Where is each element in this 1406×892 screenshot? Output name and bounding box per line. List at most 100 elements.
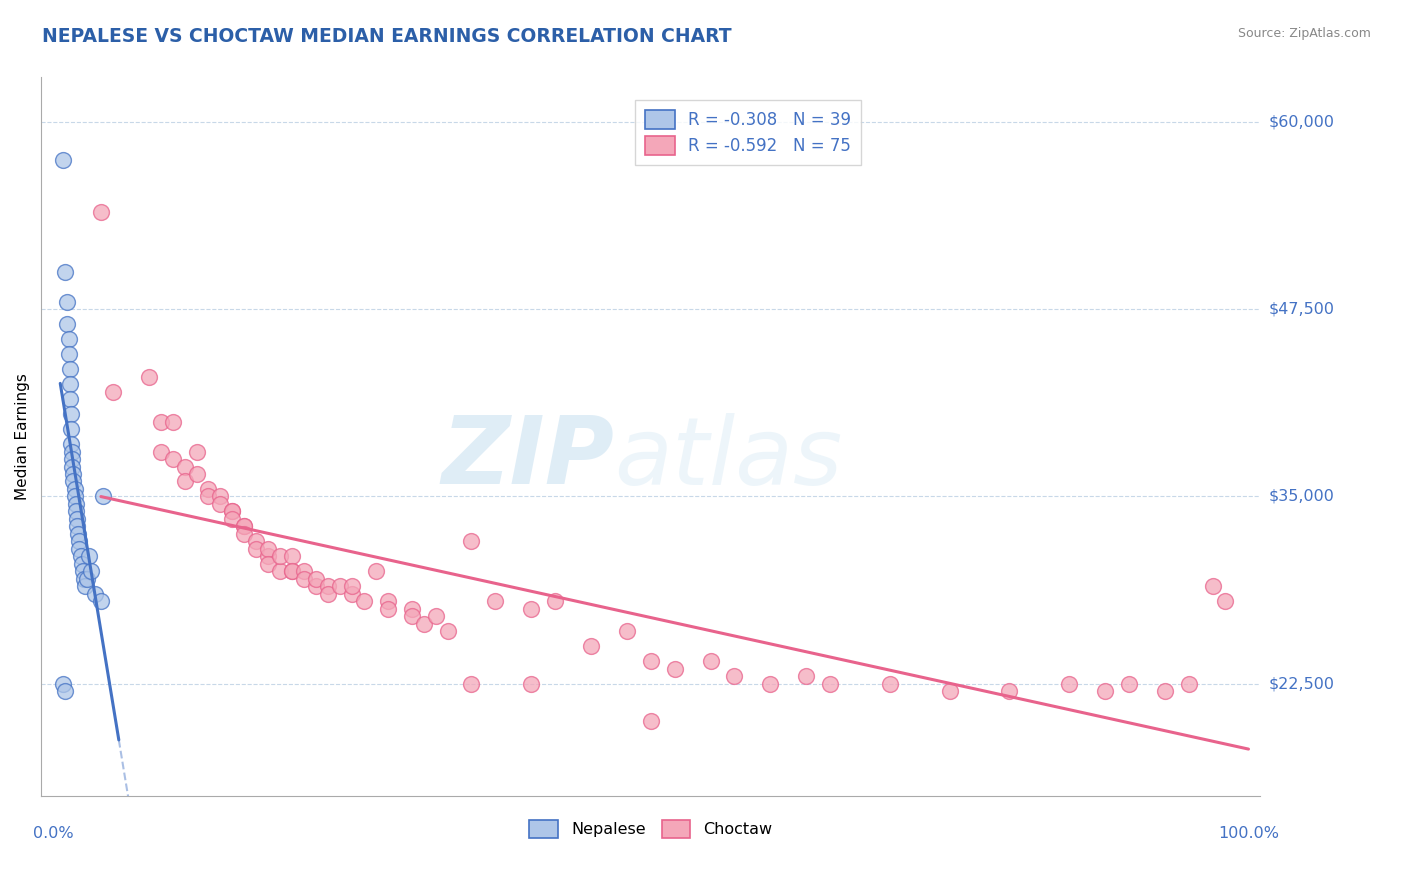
Point	[221, 504, 243, 518]
Point	[579, 639, 602, 653]
Text: $47,500: $47,500	[1268, 301, 1334, 317]
Point	[664, 662, 686, 676]
Point	[58, 347, 80, 361]
Point	[173, 459, 195, 474]
Point	[221, 512, 243, 526]
Point	[305, 572, 328, 586]
Point	[59, 362, 82, 376]
Text: 0.0%: 0.0%	[32, 826, 73, 841]
Point	[257, 557, 280, 571]
Point	[186, 467, 208, 481]
Point	[1057, 676, 1080, 690]
Point	[60, 452, 83, 467]
Point	[77, 549, 100, 564]
Point	[1118, 676, 1140, 690]
Point	[83, 587, 105, 601]
Point	[245, 541, 267, 556]
Point	[998, 684, 1021, 698]
Point	[879, 676, 901, 690]
Point	[233, 519, 256, 533]
Point	[209, 490, 232, 504]
Point	[281, 564, 304, 578]
Point	[62, 467, 84, 481]
Point	[149, 415, 172, 429]
Point	[67, 541, 90, 556]
Text: 100.0%: 100.0%	[1218, 826, 1279, 841]
Point	[340, 579, 363, 593]
Point	[63, 482, 86, 496]
Point	[91, 490, 114, 504]
Point	[292, 564, 315, 578]
Point	[377, 594, 399, 608]
Point	[69, 549, 91, 564]
Legend: Nepalese, Choctaw: Nepalese, Choctaw	[530, 820, 772, 838]
Point	[377, 601, 399, 615]
Point	[138, 369, 160, 384]
Point	[233, 519, 256, 533]
Point	[640, 654, 662, 668]
Point	[59, 422, 82, 436]
Point	[436, 624, 458, 639]
Point	[1177, 676, 1199, 690]
Text: atlas: atlas	[614, 413, 842, 504]
Point	[245, 534, 267, 549]
Point	[233, 527, 256, 541]
Point	[616, 624, 638, 639]
Point	[460, 534, 482, 549]
Point	[281, 564, 304, 578]
Point	[329, 579, 352, 593]
Point	[818, 676, 841, 690]
Point	[353, 594, 375, 608]
Point	[340, 587, 363, 601]
Point	[1213, 594, 1236, 608]
Point	[53, 265, 76, 279]
Point	[58, 332, 80, 346]
Point	[209, 497, 232, 511]
Point	[794, 669, 817, 683]
Point	[52, 153, 75, 167]
Point	[281, 549, 304, 564]
Point	[1153, 684, 1175, 698]
Text: $35,000: $35,000	[1268, 489, 1334, 504]
Text: $60,000: $60,000	[1268, 115, 1334, 130]
Point	[162, 452, 184, 467]
Point	[101, 384, 124, 399]
Point	[162, 415, 184, 429]
Point	[292, 572, 315, 586]
Point	[197, 490, 219, 504]
Point	[257, 541, 280, 556]
Point	[90, 594, 112, 608]
Point	[1094, 684, 1116, 698]
Text: NEPALESE VS CHOCTAW MEDIAN EARNINGS CORRELATION CHART: NEPALESE VS CHOCTAW MEDIAN EARNINGS CORR…	[42, 27, 731, 45]
Point	[425, 609, 447, 624]
Point	[75, 579, 97, 593]
Point	[65, 504, 87, 518]
Point	[520, 676, 543, 690]
Point	[67, 527, 90, 541]
Point	[60, 459, 83, 474]
Point	[460, 676, 482, 690]
Point	[723, 669, 745, 683]
Point	[59, 392, 82, 407]
Point	[149, 444, 172, 458]
Point	[269, 549, 291, 564]
Point	[173, 475, 195, 489]
Text: Source: ZipAtlas.com: Source: ZipAtlas.com	[1237, 27, 1371, 40]
Point	[59, 377, 82, 392]
Point	[73, 572, 96, 586]
Point	[316, 587, 339, 601]
Point	[63, 490, 86, 504]
Point	[66, 519, 89, 533]
Point	[80, 564, 103, 578]
Point	[76, 572, 98, 586]
Point	[269, 564, 291, 578]
Point	[640, 714, 662, 728]
Point	[66, 512, 89, 526]
Point	[401, 601, 423, 615]
Point	[305, 579, 328, 593]
Point	[257, 549, 280, 564]
Point	[53, 684, 76, 698]
Point	[520, 601, 543, 615]
Point	[56, 294, 79, 309]
Point	[90, 205, 112, 219]
